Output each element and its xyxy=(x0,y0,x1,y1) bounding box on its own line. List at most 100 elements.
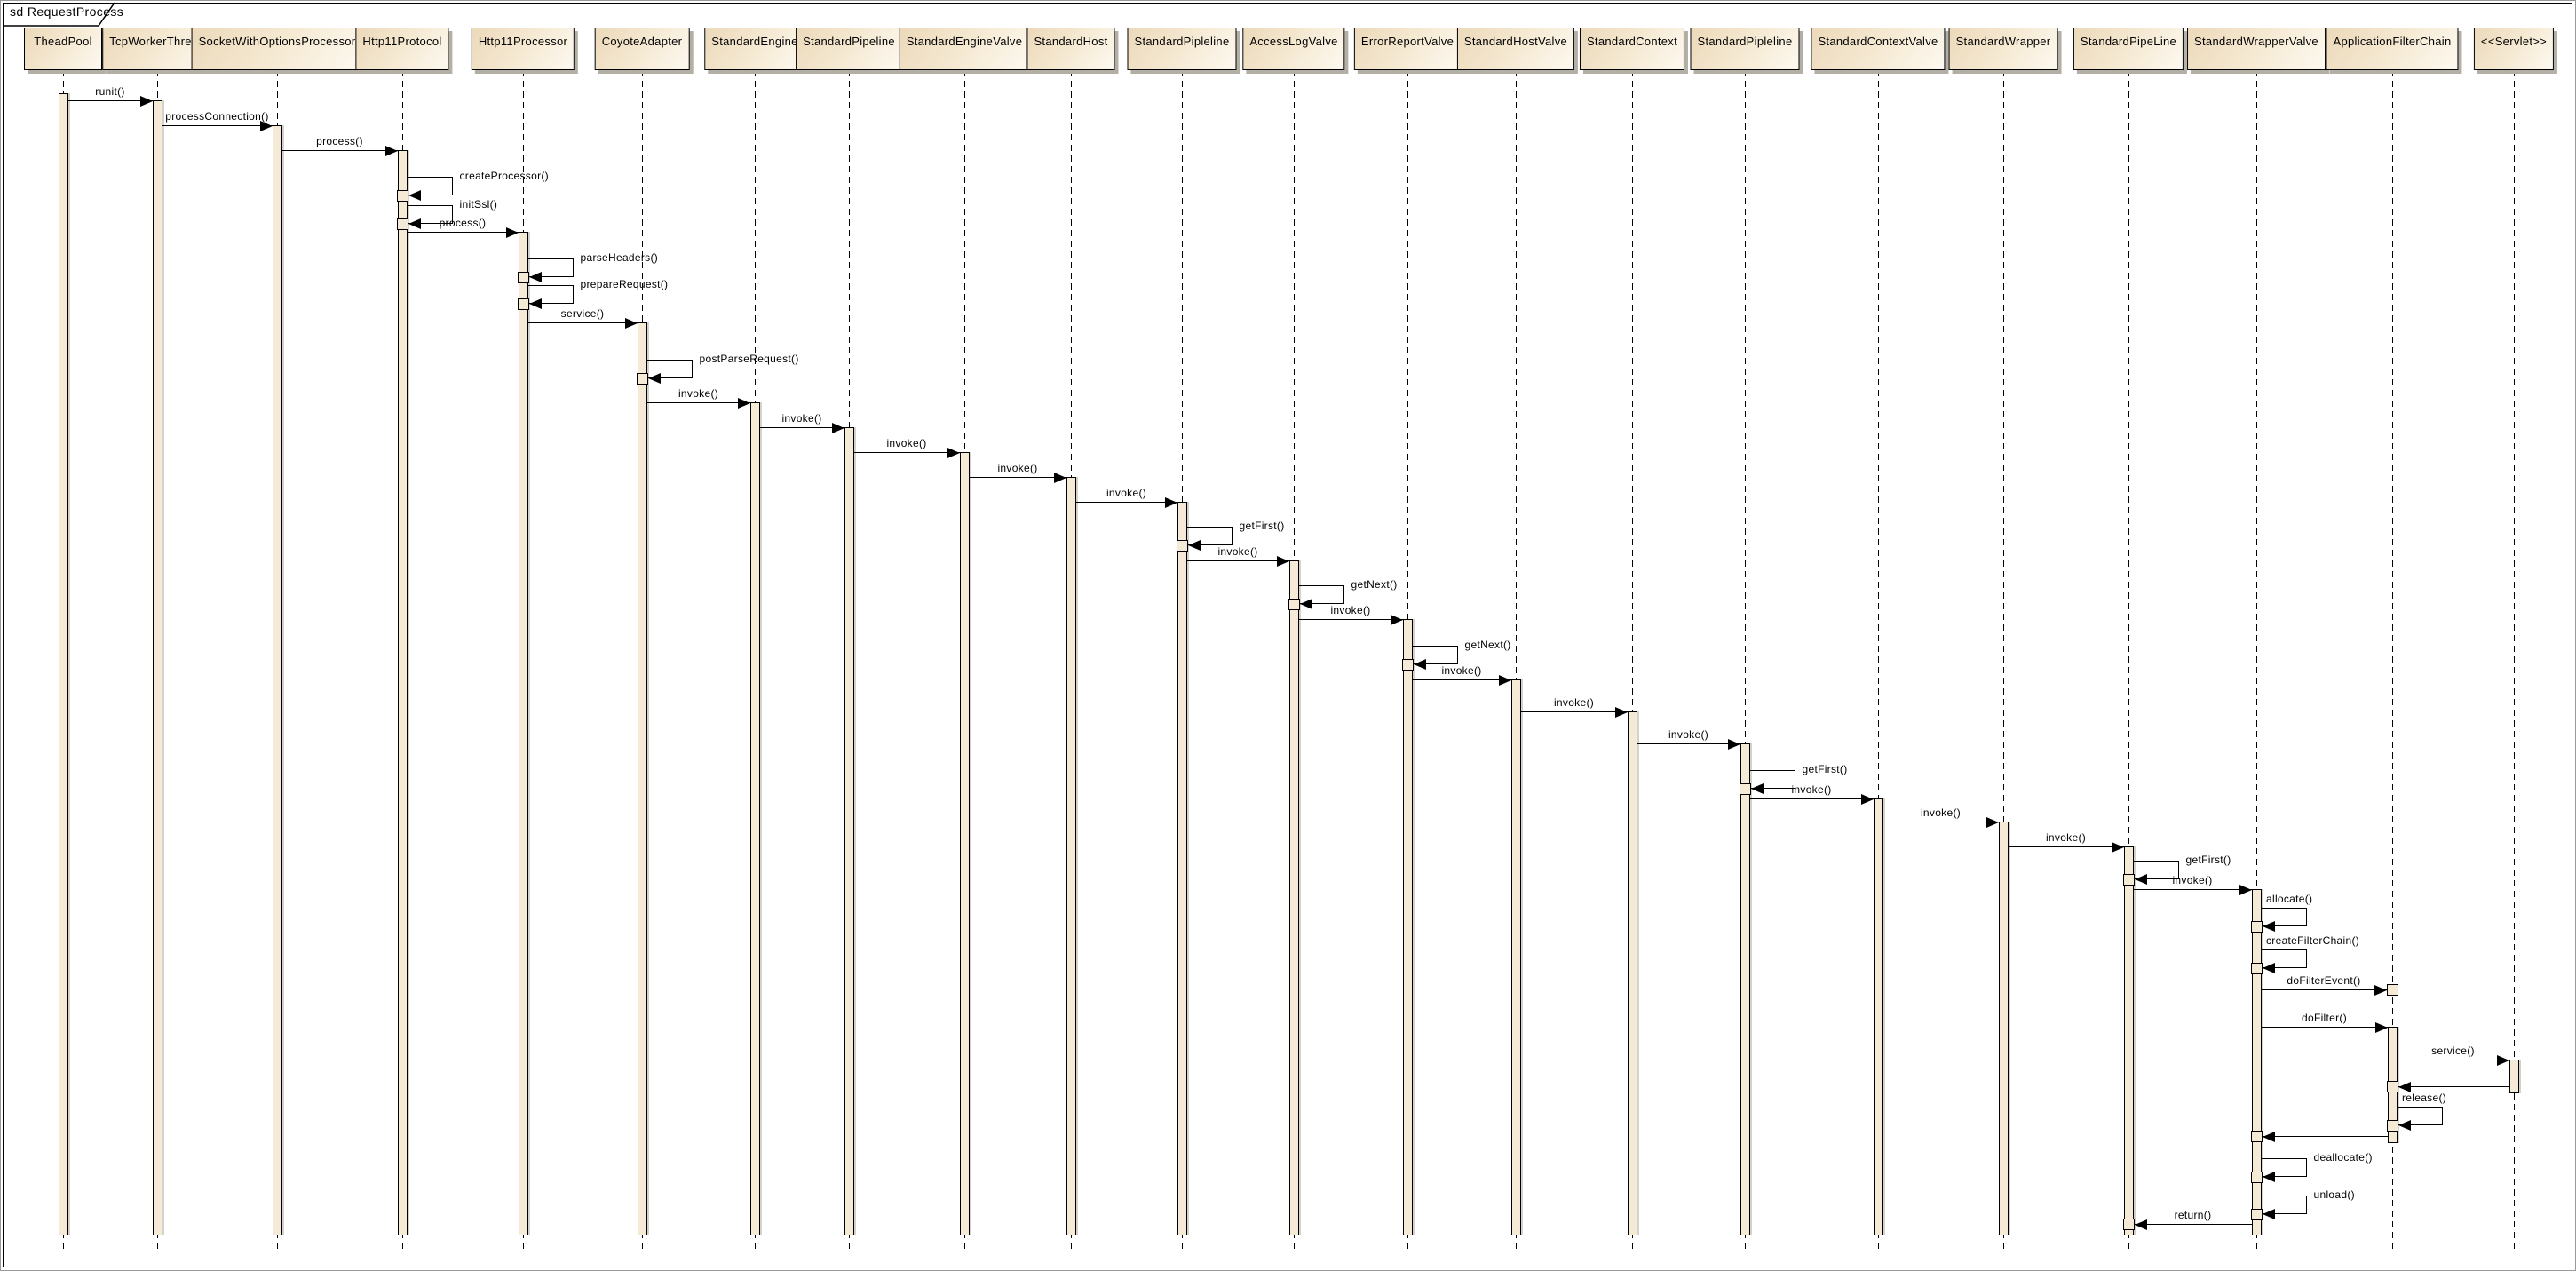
self-message-loop xyxy=(1297,585,1344,604)
message-label: invoke() xyxy=(997,462,1038,474)
lifeline-header-box: TheadPool xyxy=(24,28,102,70)
self-message-loop xyxy=(527,285,574,304)
message-label: getFirst() xyxy=(2185,854,2231,866)
self-message-loop xyxy=(2260,1196,2307,1214)
message-arrow xyxy=(407,232,519,233)
nested-activation-box xyxy=(517,298,529,310)
activation-bar xyxy=(1066,477,1076,1235)
message-label: getNext() xyxy=(1351,578,1398,591)
message-label: service() xyxy=(560,307,605,320)
message-arrow xyxy=(2008,846,2124,847)
activation-bar xyxy=(58,93,68,1235)
lifeline-line xyxy=(1877,70,1879,1250)
lifeline-header-box: <<Servlet>> xyxy=(2473,28,2555,70)
message-arrowhead xyxy=(2262,962,2275,973)
message-arrow xyxy=(1637,743,1740,744)
activation-bar xyxy=(1998,822,2009,1235)
lifeline-header-box: AccessLogValve xyxy=(1242,28,1345,70)
lifeline-header-box: StandardContext xyxy=(1579,28,1685,70)
activation-bar xyxy=(2123,846,2134,1235)
lifeline-line xyxy=(1744,70,1746,1250)
self-message-loop xyxy=(1185,527,1233,545)
self-message-loop xyxy=(1411,646,1458,664)
lifeline-header-box: Http11Protocol xyxy=(355,28,449,70)
message-label: service() xyxy=(2431,1045,2475,1057)
self-message-loop xyxy=(527,258,574,277)
message-label: invoke() xyxy=(1106,487,1147,499)
nested-activation-box xyxy=(2250,1171,2263,1183)
lifeline-header-box: StandardEngineValve xyxy=(899,28,1030,70)
message-arrowhead xyxy=(1276,555,1289,567)
message-arrowhead xyxy=(259,120,273,131)
message-label: doFilter() xyxy=(2301,1012,2348,1024)
message-label: return() xyxy=(2174,1209,2212,1221)
message-arrow xyxy=(2261,1027,2388,1028)
message-arrowhead xyxy=(528,298,542,309)
message-arrowhead xyxy=(831,422,844,433)
message-label: invoke() xyxy=(1920,806,1962,819)
activation-bar xyxy=(152,100,162,1235)
message-label: invoke() xyxy=(1791,783,1832,796)
self-message-loop xyxy=(2260,908,2307,926)
message-label: invoke() xyxy=(781,412,822,425)
message-label: getFirst() xyxy=(1239,520,1285,532)
message-arrowhead xyxy=(1053,472,1066,483)
message-label: initSsl() xyxy=(459,198,498,211)
nested-activation-box xyxy=(2386,983,2398,996)
lifeline-header-box: Http11Processor xyxy=(471,28,575,70)
self-message-loop xyxy=(646,360,693,378)
message-arrowhead xyxy=(2398,1119,2411,1131)
message-arrow xyxy=(1749,798,1874,799)
activation-bar xyxy=(1288,560,1299,1235)
lifeline-line xyxy=(2002,70,2004,1250)
nested-activation-box xyxy=(2250,962,2263,974)
message-arrowhead xyxy=(2262,920,2275,932)
lifeline-header-box: ErrorReportValve xyxy=(1353,28,1462,70)
activation-bar xyxy=(397,150,408,1235)
message-label: prepareRequest() xyxy=(580,278,669,290)
message-label: allocate() xyxy=(2266,893,2313,905)
lifeline-header-box: StandardPipeLine xyxy=(2073,28,2184,70)
lifeline-line xyxy=(2513,70,2515,1250)
message-arrowhead xyxy=(647,372,661,384)
activation-bar xyxy=(959,452,970,1235)
message-arrow xyxy=(1412,679,1511,680)
nested-activation-box xyxy=(396,218,408,230)
message-arrowhead xyxy=(528,271,542,282)
message-arrowhead xyxy=(1498,674,1511,686)
message-arrowhead xyxy=(2374,1021,2388,1033)
activation-bar xyxy=(518,232,528,1235)
message-arrowhead xyxy=(2262,1131,2275,1142)
message-return-arrow xyxy=(2134,1224,2252,1225)
activation-bar xyxy=(637,322,647,1235)
message-arrow xyxy=(1075,502,1177,503)
message-arrowhead xyxy=(2134,1219,2147,1230)
message-arrow xyxy=(1298,619,1403,620)
nested-activation-box xyxy=(1401,658,1414,671)
message-arrow xyxy=(759,427,844,428)
lifeline-header-box: StandardHostValve xyxy=(1456,28,1575,70)
message-arrow xyxy=(2261,989,2387,990)
message-label: invoke() xyxy=(1668,728,1709,741)
message-label: createFilterChain() xyxy=(2266,934,2360,947)
message-arrowhead xyxy=(1413,658,1426,670)
lifeline-line xyxy=(2391,70,2393,1250)
message-return-arrow xyxy=(2398,1086,2509,1087)
message-arrowhead xyxy=(2262,1171,2275,1182)
message-arrow xyxy=(646,402,750,403)
message-arrow xyxy=(281,150,398,151)
message-arrowhead xyxy=(2374,984,2387,996)
activation-bar xyxy=(1873,798,1883,1235)
message-arrowhead xyxy=(2134,873,2147,885)
message-arrow xyxy=(2133,889,2252,890)
message-arrowhead xyxy=(2239,884,2252,895)
self-message-loop xyxy=(2132,861,2179,879)
message-label: getNext() xyxy=(1464,639,1511,651)
message-arrowhead xyxy=(624,317,638,329)
lifeline-line xyxy=(2255,70,2257,1250)
message-arrowhead xyxy=(139,95,153,107)
message-arrowhead xyxy=(408,189,421,201)
message-arrowhead xyxy=(2111,841,2124,853)
nested-activation-box xyxy=(396,189,408,202)
nested-activation-box xyxy=(2250,1208,2263,1220)
